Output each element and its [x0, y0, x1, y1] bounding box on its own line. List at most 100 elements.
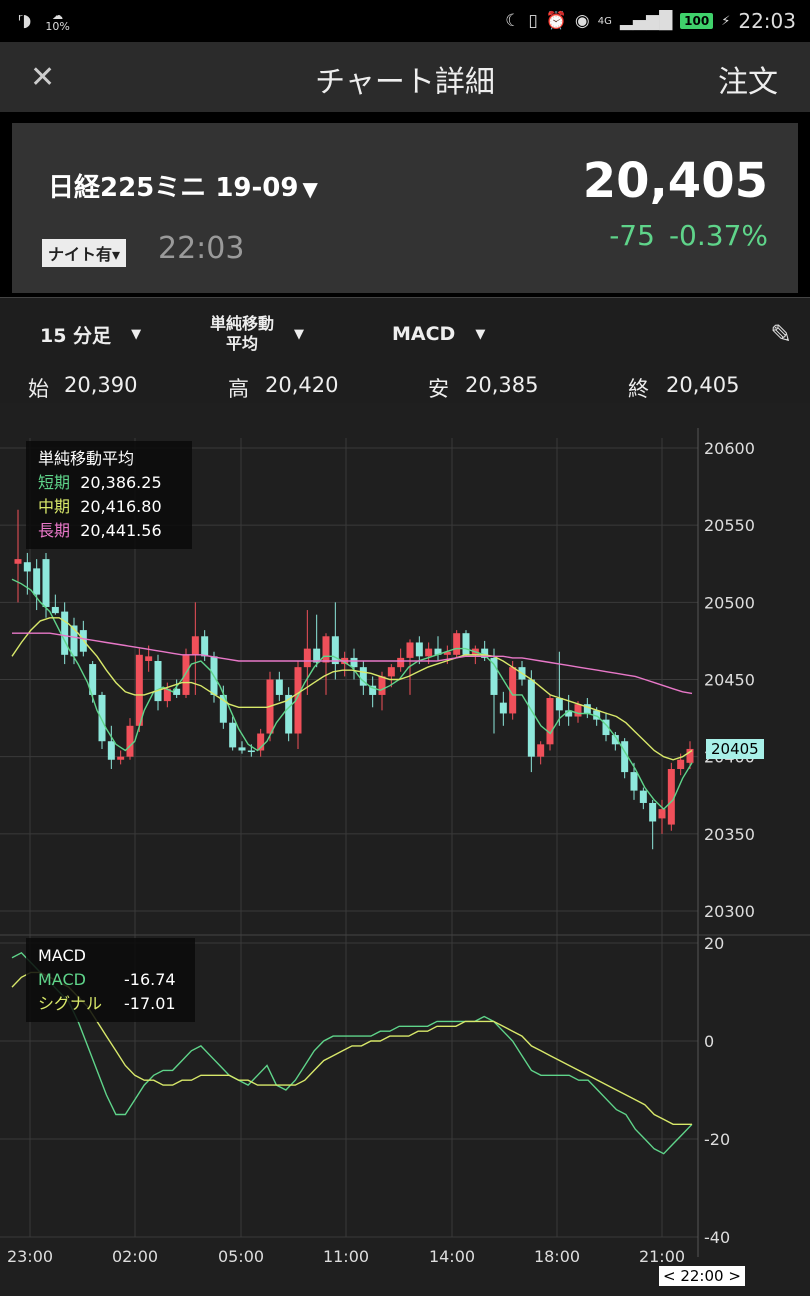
candle-body [107, 741, 115, 760]
candle-body [98, 694, 106, 742]
candle-body [285, 694, 293, 734]
app-bar: ✕ チャート詳細 注文 [0, 42, 810, 112]
candle-body [537, 744, 545, 757]
candle-body [219, 694, 227, 723]
candle-body [649, 802, 657, 822]
candle-body [182, 654, 190, 695]
status-bar: ʳ◗ ☁ 10% ☾ ▯ ⏰ ◉ 4G ▂▄▆█ 100 ⚡ 22:03 [0, 0, 810, 42]
candle-body [443, 651, 451, 655]
candle-body [275, 679, 283, 695]
candle-body [453, 633, 461, 655]
signal-icon: ▂▄▆█ [619, 11, 673, 31]
time-axis-tick-label: 21:00 [639, 1247, 685, 1266]
macd-axis-tick-label: 0 [704, 1032, 714, 1051]
sma-short-value: 20,386.25 [80, 473, 162, 492]
macd-value: -16.74 [124, 970, 176, 989]
sma-long-label: 長期 [38, 521, 71, 540]
candle-body [350, 657, 358, 668]
candle-body [331, 636, 339, 665]
candle-body [574, 704, 582, 717]
candle-body [191, 636, 199, 655]
quote-panel: 日経225ミニ 19-09 ▼ 20,405 -75 -0.37% ナイト有▾ 22… [12, 123, 798, 293]
candle-body [154, 660, 162, 702]
interval-dropdown[interactable]: 15 分足 ▼ [40, 298, 141, 370]
sma-long-value: 20,441.56 [80, 521, 162, 540]
sma-short-line [11, 578, 693, 811]
candle-body [145, 656, 153, 661]
alarm-icon: ⏰ [545, 11, 567, 31]
price-axis-tick-label: 20600 [704, 439, 755, 458]
oscillator-dropdown[interactable]: MACD ▼ [392, 298, 485, 370]
open-label: 始 [28, 377, 49, 401]
candle-body [135, 654, 143, 726]
candle-body [247, 750, 255, 753]
moon-icon: ☾ [505, 11, 521, 31]
battery-level: 100 [680, 13, 714, 29]
time-axis-tick-label: 02:00 [112, 1247, 158, 1266]
macd-line [11, 951, 693, 1155]
price-axis-tick-label: 20350 [704, 825, 755, 844]
candle-body [462, 633, 470, 655]
candle-body [238, 747, 246, 751]
dropdown-caret-icon: ▼ [302, 177, 318, 201]
candle-body [499, 702, 507, 714]
candle-body [126, 725, 134, 757]
candle-body [406, 642, 414, 658]
change-percent: -0.37% [668, 219, 768, 252]
candle-body [387, 667, 395, 677]
candle-body [294, 667, 302, 734]
order-button[interactable]: 注文 [718, 65, 778, 100]
candle-body [611, 735, 619, 745]
network-label: 4G [597, 15, 612, 27]
sma-long-line [12, 632, 693, 695]
nfc-icon: ʳ◗ [18, 11, 32, 31]
quote-time: 22:03 [158, 231, 245, 266]
instrument-selector[interactable]: 日経225ミニ 19-09 ▼ [48, 167, 318, 204]
session-badge[interactable]: ナイト有▾ [42, 239, 127, 267]
time-axis-tick-label: 18:00 [534, 1247, 580, 1266]
candle-body [257, 733, 265, 751]
candle-body [173, 688, 181, 695]
candle-body [593, 710, 601, 720]
candle-body [546, 698, 554, 745]
candle-body [322, 636, 330, 663]
candle-body [658, 809, 666, 819]
sma-mid-line [11, 617, 693, 761]
close-value: 20,405 [666, 373, 740, 397]
candle-body [509, 667, 517, 714]
signal-line [11, 971, 692, 1125]
eye-icon: ◉ [574, 11, 590, 31]
sma-legend: 単純移動平均 短期 20,386.25 中期 20,416.80 長期 20,4… [26, 441, 192, 549]
weather-icon: ☁ 10% [45, 9, 70, 33]
indicator-dropdown[interactable]: 単純移動 平均 ▼ [210, 298, 304, 370]
pencil-icon[interactable]: ✎ [770, 320, 792, 350]
close-icon[interactable]: ✕ [30, 60, 56, 95]
candle-body [359, 667, 367, 686]
macd-axis-tick-label: -40 [704, 1228, 730, 1247]
time-axis-tick-label: 14:00 [429, 1247, 475, 1266]
chevron-down-icon: ▼ [475, 326, 486, 342]
price-axis-tick-label: 20500 [704, 593, 755, 612]
price-axis-tick-label: 20300 [704, 902, 755, 921]
chart-toolbar: 15 分足 ▼ 単純移動 平均 ▼ MACD ▼ ✎ [0, 297, 810, 370]
chart-area[interactable]: 20600205502050020450204002035020300200-2… [0, 403, 810, 1296]
sma-mid-label: 中期 [38, 497, 71, 516]
candle-body [602, 719, 610, 736]
chart-svg[interactable]: 20600205502050020450204002035020300200-2… [0, 403, 810, 1296]
chevron-down-icon: ▼ [131, 326, 142, 342]
candle-body [630, 772, 638, 791]
oscillator-label: MACD [392, 323, 456, 345]
instrument-name: 日経225ミニ 19-09 [48, 173, 299, 203]
candle-body [117, 756, 125, 760]
time-axis-tick-label: 05:00 [218, 1247, 264, 1266]
macd-axis-tick-label: -20 [704, 1130, 730, 1149]
candle-body [527, 679, 535, 757]
candle-body [639, 790, 647, 803]
candle-body [163, 688, 171, 702]
vibrate-icon: ▯ [528, 11, 538, 31]
macd-label: MACD [38, 970, 86, 989]
candle-body [201, 636, 209, 657]
candle-body [378, 676, 386, 695]
price-axis-tick-label: 20450 [704, 671, 755, 690]
time-cursor-tag[interactable]: < 22:00 > [659, 1266, 745, 1286]
